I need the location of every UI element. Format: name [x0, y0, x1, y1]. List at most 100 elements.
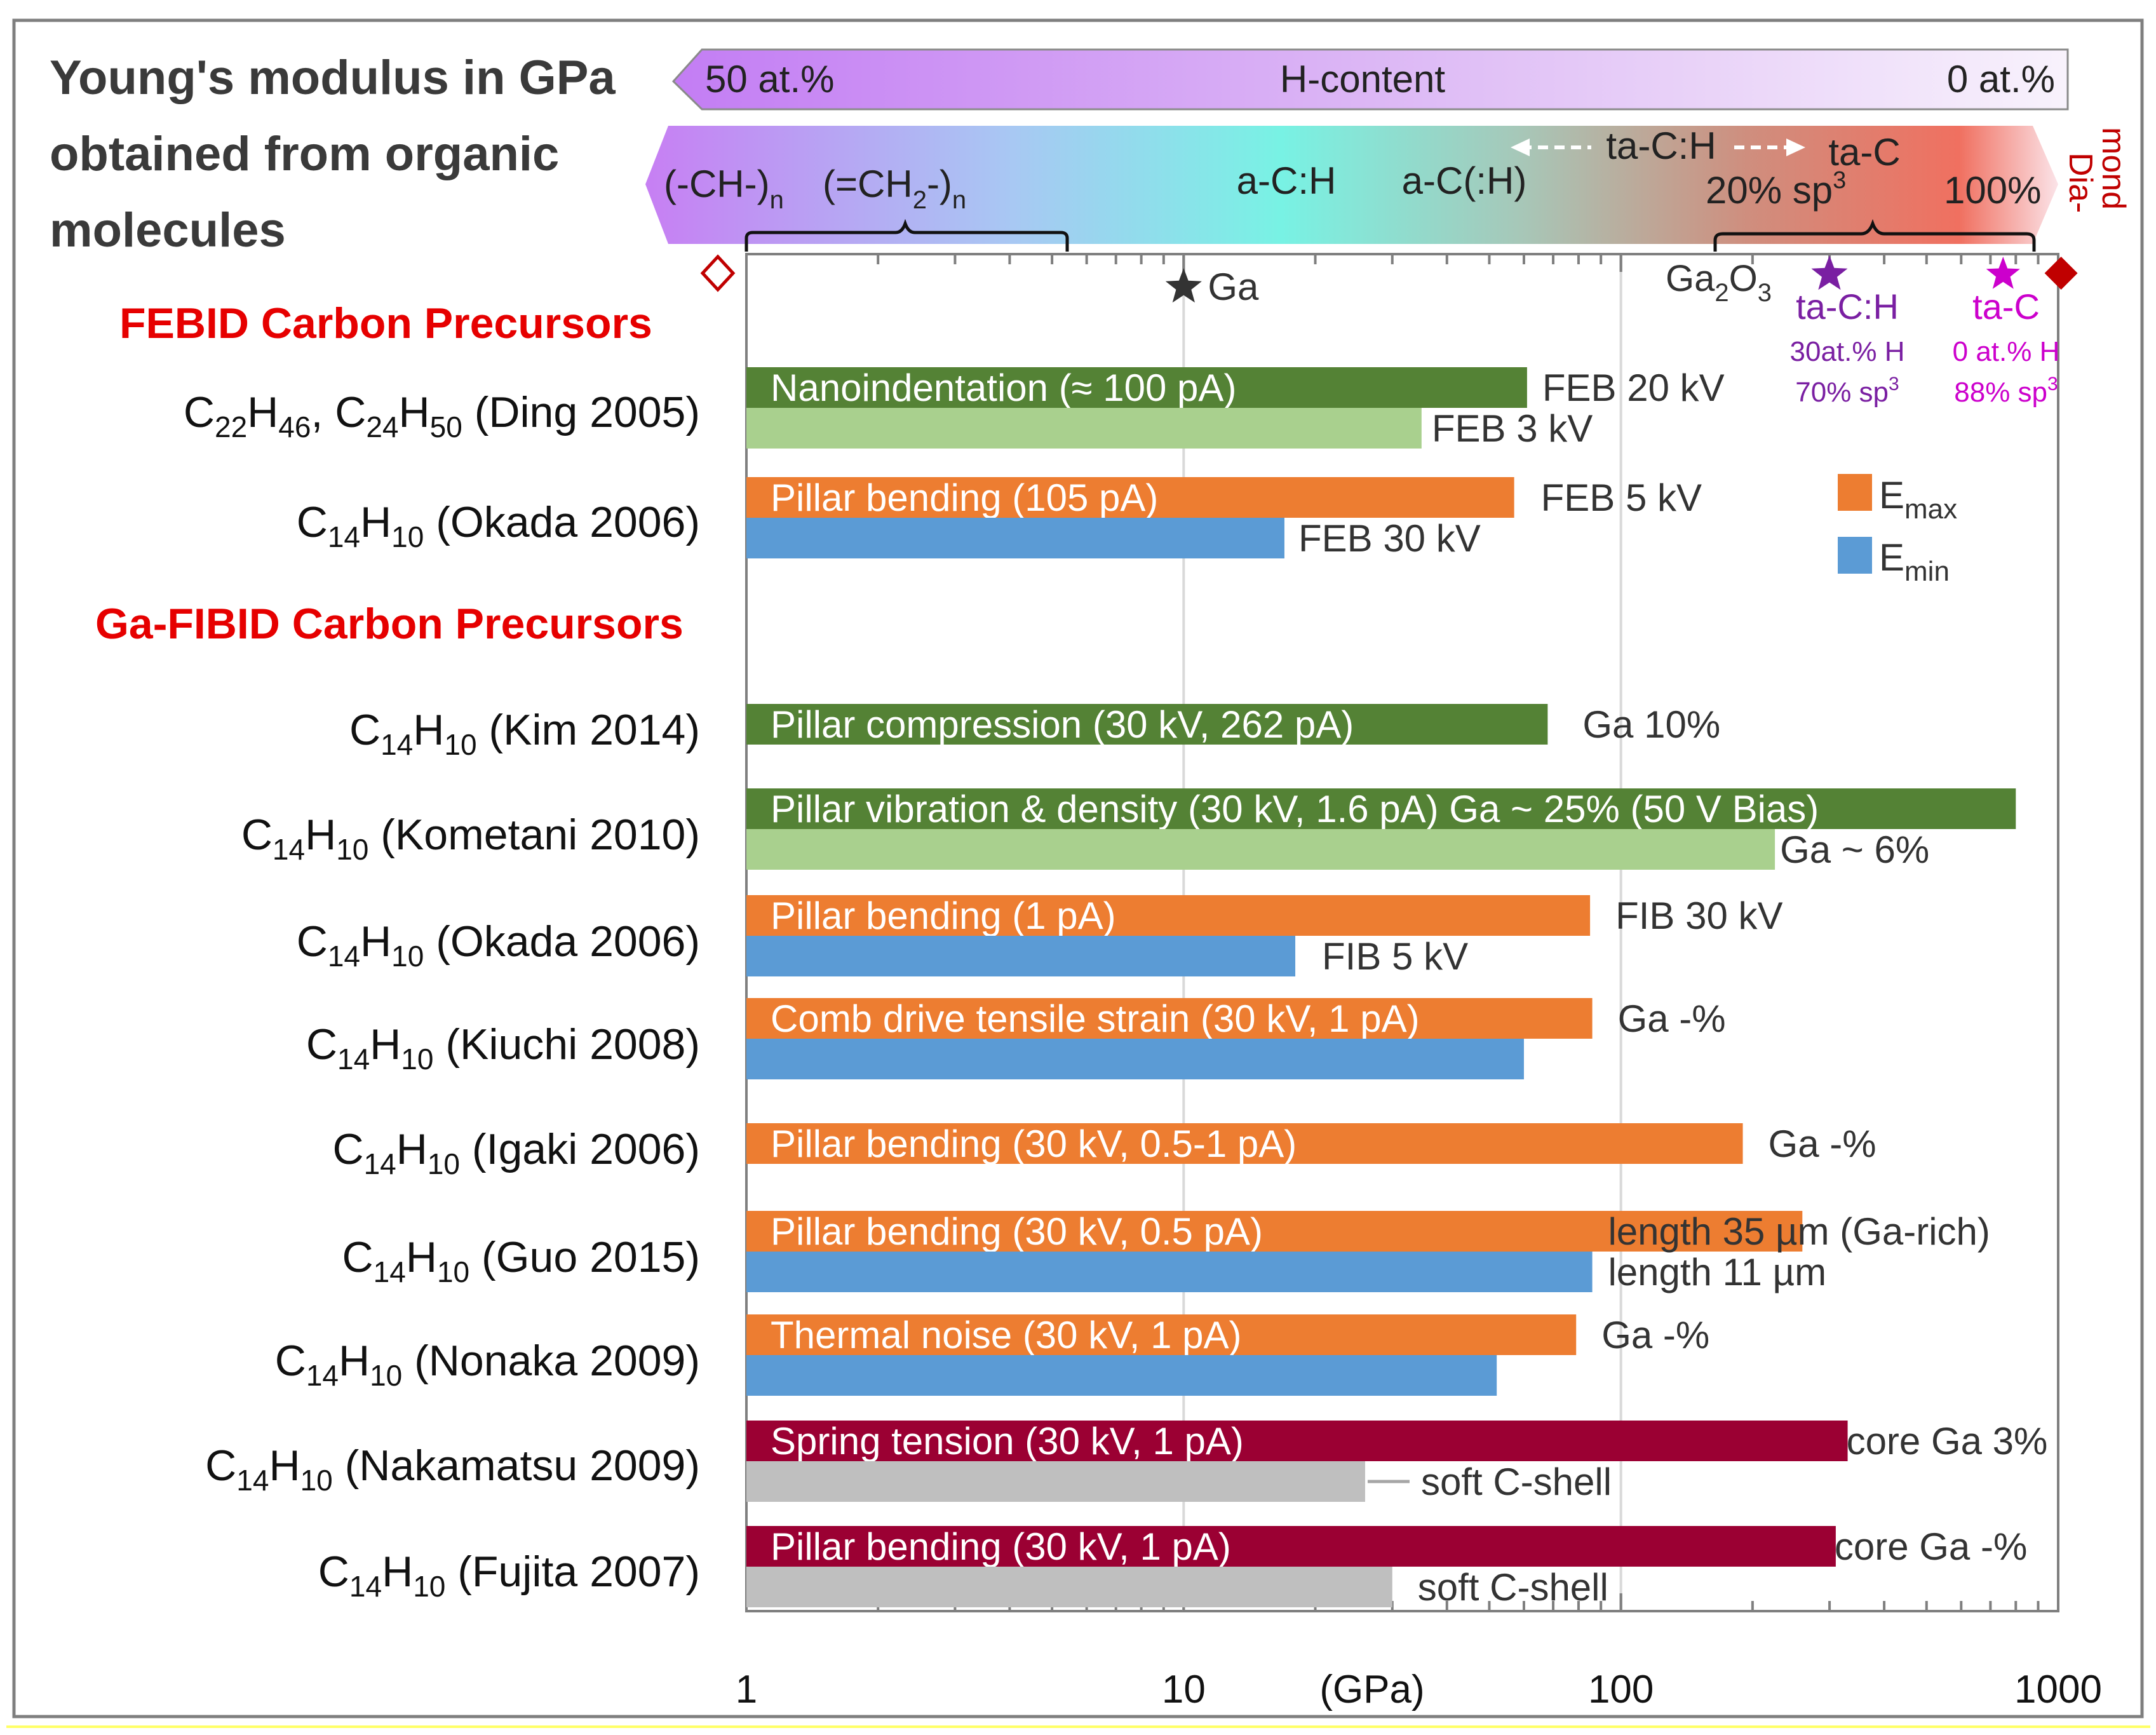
bar-note: core Ga 3%	[1847, 1420, 2048, 1462]
legend-emin-label: Emin	[1879, 536, 1950, 587]
figure-frame	[12, 18, 2144, 1718]
spectrum-sp3-20: 20% sp3	[1706, 167, 1846, 212]
row-label: C14H10 (Guo 2015)	[342, 1233, 700, 1288]
title-line-1: Young's modulus in GPa	[50, 51, 616, 105]
bar	[746, 936, 1296, 976]
bar-note: Ga 10%	[1582, 703, 1720, 746]
bar-note: length 35 µm (Ga-rich)	[1608, 1210, 1990, 1253]
h-content-right-label: 0 at.%	[1947, 58, 2055, 100]
row-label: C14H10 (Okada 2006)	[297, 498, 700, 553]
bar	[746, 1355, 1497, 1396]
carbon-spectrum-banner: (-CH-)n (=CH2-)n a-C:H a-C(:H) ta-C:H ta…	[645, 125, 2132, 252]
bar	[746, 1421, 1848, 1461]
bar-note: FEB 3 kV	[1432, 407, 1593, 450]
bar-note: Ga ~ 6%	[1780, 828, 1929, 871]
row-label: C14H10 (Kometani 2010)	[241, 811, 700, 866]
bar	[746, 704, 1548, 745]
diamond-label: Dia-	[2062, 152, 2099, 213]
h-content-left-label: 50 at.%	[705, 58, 834, 100]
tac-marker-sp3: 88% sp3	[1954, 374, 2058, 408]
spectrum-ach: a-C:H	[1237, 159, 1337, 202]
bar-note: soft C-shell	[1418, 1566, 1608, 1609]
row-labels: C22H46, C24H50 (Ding 2005) C14H10 (Okada …	[184, 388, 700, 1603]
bar-note: FIB 30 kV	[1615, 895, 1782, 937]
bar-label: Pillar bending (105 pA)	[771, 476, 1158, 519]
bar-label: Pillar bending (30 kV, 0.5 pA)	[771, 1210, 1263, 1253]
bar-label: Pillar bending (30 kV, 0.5-1 pA)	[771, 1123, 1297, 1165]
legend-emax-label: Emax	[1879, 474, 1957, 525]
bar	[746, 1123, 1743, 1164]
bar	[746, 998, 1593, 1039]
bar	[746, 408, 1422, 449]
bar	[746, 518, 1284, 558]
bar-note: FEB 30 kV	[1298, 517, 1481, 560]
row-label: C14H10 (Okada 2006)	[297, 917, 700, 973]
legend-emin-swatch	[1838, 537, 1872, 574]
tach-star-marker	[1811, 255, 1848, 290]
spectrum-tac: ta-C	[1828, 131, 1900, 173]
bar-label: Pillar compression (30 kV, 262 pA)	[771, 703, 1354, 746]
bar	[746, 788, 2016, 829]
bar-label: Pillar bending (1 pA)	[771, 895, 1116, 937]
row-label: C14H10 (Kim 2014)	[349, 706, 700, 761]
tac-sp3-bracket	[1713, 219, 2036, 252]
x-tick-label: 100	[1588, 1668, 1654, 1711]
tach-marker-sp3: 70% sp3	[1795, 374, 1899, 408]
bar	[746, 477, 1514, 518]
bar	[746, 367, 1527, 408]
x-axis-ticks: 1 10 100 1000	[736, 254, 2102, 1711]
tac-marker-h: 0 at.% H	[1953, 336, 2060, 367]
legend-emax-swatch	[1838, 474, 1872, 511]
bar-label: Nanoindentation (≈ 100 pA)	[771, 367, 1236, 409]
bar	[746, 1526, 1836, 1567]
row-label: C14H10 (Nakamatsu 2009)	[205, 1441, 700, 1497]
reference-markers: Ga Ga2O3 ta-C:H 30at.% H 70% sp3 ta-C 0 at.% H…	[700, 254, 2078, 408]
h-content-bar: 50 at.% H-content 0 at.%	[671, 48, 2069, 111]
ga2o3-marker-label: Ga2O3	[1666, 258, 1772, 307]
row-label: C14H10 (Igaki 2006)	[332, 1125, 700, 1180]
bar-label: Comb drive tensile strain (30 kV, 1 pA)	[771, 997, 1420, 1040]
diamond-marker	[2044, 257, 2078, 290]
x-tick-label: 10	[1162, 1668, 1206, 1711]
x-axis-unit: (GPa)	[1319, 1668, 1424, 1711]
bar	[746, 1314, 1577, 1355]
spectrum-ac: a-C(:H)	[1402, 159, 1527, 202]
chart-title: Young's modulus in GPa obtained from org…	[50, 51, 616, 257]
plot-area: 1 10 100 1000 Nanoindentation (≈ 100 pA) FEB…	[700, 253, 2102, 1711]
spectrum-ch: (-CH-)n	[664, 163, 784, 214]
bar	[746, 1567, 1392, 1607]
bar-label: Pillar vibration & density (30 kV, 1.6 p…	[771, 788, 1819, 830]
row-label: C22H46, C24H50 (Ding 2005)	[184, 388, 700, 443]
ga-marker-label: Ga	[1208, 266, 1259, 308]
bar-note: Ga -%	[1769, 1123, 1876, 1165]
tac-marker-name: ta-C	[1972, 287, 2040, 327]
tach-range-arrow	[1511, 138, 1805, 156]
bar-note: FIB 5 kV	[1322, 935, 1468, 978]
bar-label: Pillar bending (30 kV, 1 pA)	[771, 1525, 1231, 1568]
spectrum-ch2: (=CH2-)n	[823, 163, 966, 214]
febid-section-heading: FEBID Carbon Precursors	[119, 299, 652, 348]
bar-note: FEB 20 kV	[1542, 367, 1725, 409]
bar-note: core Ga -%	[1835, 1525, 2027, 1568]
bar-label: Spring tension (30 kV, 1 pA)	[771, 1420, 1244, 1462]
ga-star-marker	[1165, 268, 1202, 303]
x-tick-label: 1	[736, 1668, 757, 1711]
spectrum-sp3-100: 100%	[1944, 169, 2041, 212]
title-line-2: obtained from organic	[50, 127, 559, 181]
bar-label: Thermal noise (30 kV, 1 pA)	[771, 1314, 1241, 1356]
bar	[746, 1211, 1803, 1252]
row-label: C14H10 (Kiuchi 2008)	[306, 1020, 700, 1076]
bar-note: Ga -%	[1601, 1314, 1709, 1356]
fibid-section-heading: Ga-FIBID Carbon Precursors	[95, 600, 684, 648]
bar-note: soft C-shell	[1421, 1461, 1612, 1503]
row-label: C14H10 (Nonaka 2009)	[275, 1337, 700, 1392]
tach-marker-name: ta-C:H	[1796, 287, 1899, 327]
open-diamond-marker	[700, 254, 736, 292]
legend: Emax Emin	[1838, 474, 1957, 587]
bar	[746, 895, 1591, 936]
bar-note: length 11 µm	[1608, 1251, 1826, 1293]
title-line-3: molecules	[50, 203, 286, 257]
bar-note: Ga -%	[1618, 997, 1726, 1040]
